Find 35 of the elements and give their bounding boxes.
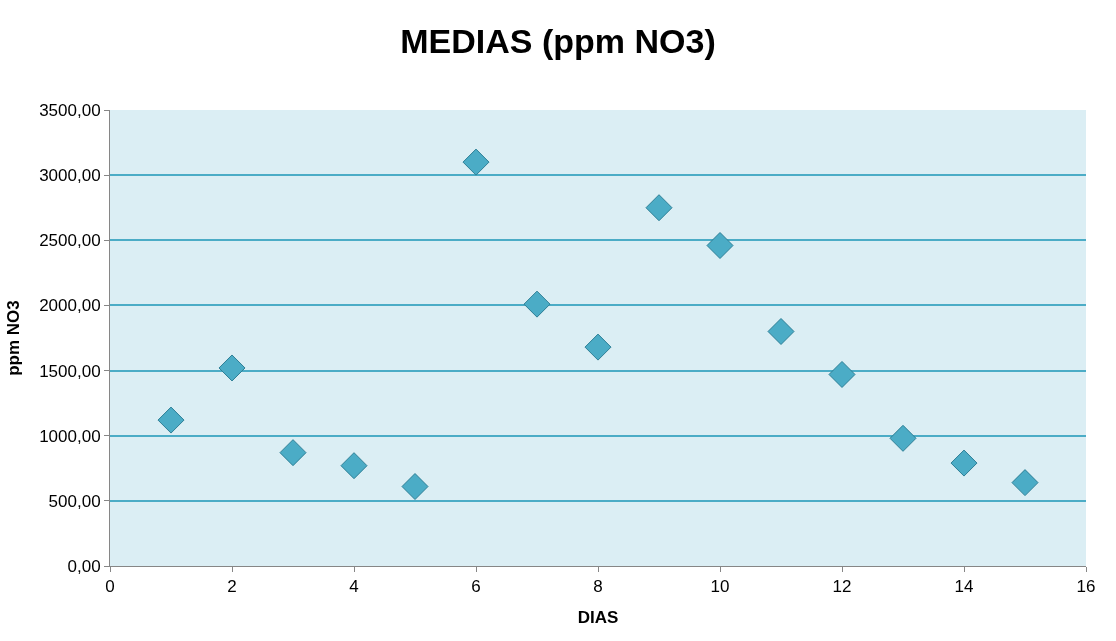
point (645, 194, 673, 222)
y-tick-label: 0,00 (67, 556, 101, 576)
y-tick-label: 500,00 (48, 491, 101, 511)
point (279, 439, 307, 467)
point (401, 473, 429, 501)
y-tick-label: 1000,00 (39, 426, 101, 446)
point (828, 360, 856, 388)
x-tick-label: 16 (1076, 577, 1096, 597)
y-tick-label: 3000,00 (39, 166, 101, 186)
point (889, 424, 917, 452)
point (157, 406, 185, 434)
y-axis-title: ppm NO3 (3, 300, 23, 376)
point (584, 333, 612, 361)
y-tick-label: 1500,00 (39, 361, 101, 381)
point (767, 317, 795, 345)
x-tick-label: 14 (954, 577, 974, 597)
x-tick-label: 6 (471, 577, 481, 597)
y-tick-label: 2500,00 (39, 231, 101, 251)
point (462, 148, 490, 176)
point (1011, 469, 1039, 497)
x-tick-label: 4 (349, 577, 359, 597)
x-tick-label: 0 (105, 577, 115, 597)
x-tick-label: 2 (227, 577, 237, 597)
point (218, 354, 246, 382)
y-tick-label: 2000,00 (39, 296, 101, 316)
point (950, 449, 978, 477)
point (706, 232, 734, 259)
x-axis-title: DIAS (577, 607, 619, 627)
point (523, 290, 551, 318)
x-tick-label: 8 (593, 577, 603, 597)
y-tick-label: 3500,00 (39, 100, 101, 120)
x-tick-label: 12 (832, 577, 852, 597)
point (340, 452, 368, 480)
chart-title: MEDIAS (ppm NO3) (400, 21, 716, 60)
x-tick-label: 10 (710, 577, 730, 597)
